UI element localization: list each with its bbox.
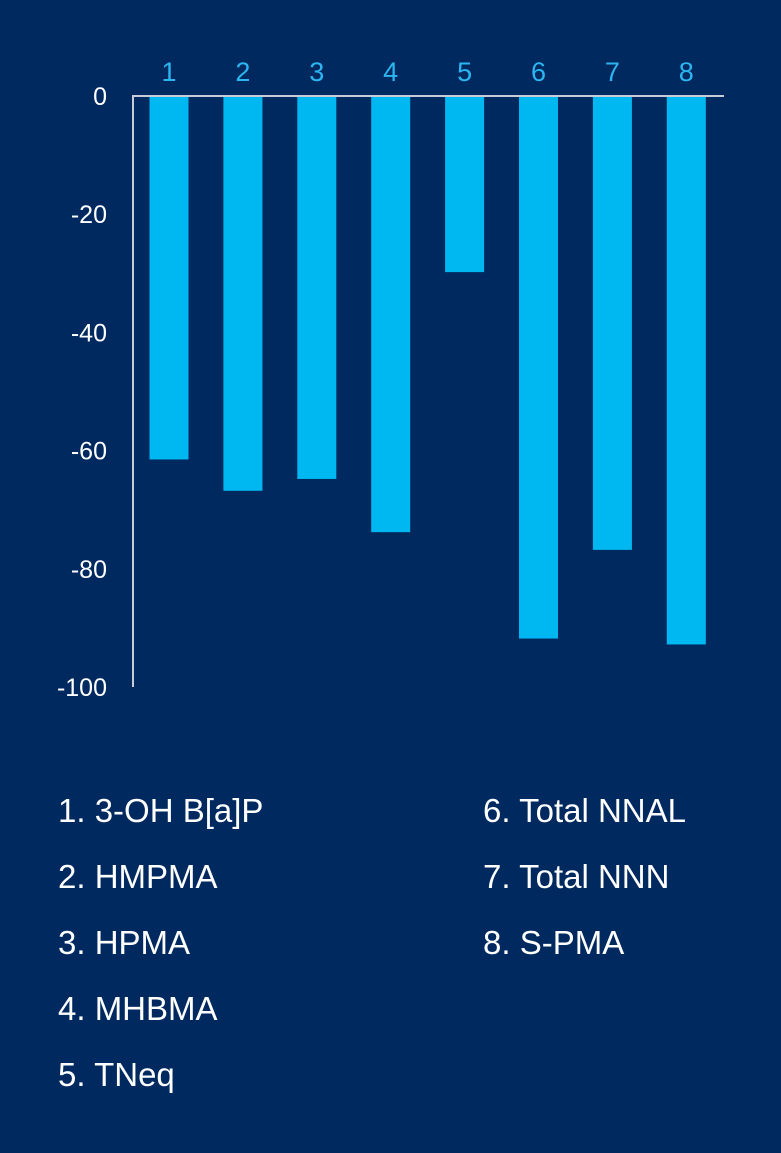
category-label-7: 7 xyxy=(605,57,620,87)
y-tick-label: -40 xyxy=(71,319,107,347)
bar-4 xyxy=(371,96,411,533)
legend-column-2: 6. Total NNAL 7. Total NNN 8. S-PMA xyxy=(483,794,686,992)
category-label-5: 5 xyxy=(457,57,472,87)
y-tick-label: 0 xyxy=(93,83,107,111)
bar-6 xyxy=(519,96,558,639)
category-label-1: 1 xyxy=(161,57,176,87)
category-label-2: 2 xyxy=(235,57,250,87)
legend-item-8: 8. S-PMA xyxy=(483,924,625,961)
legend-item-5: 5. TNeq xyxy=(58,1056,175,1093)
y-tick-label: -80 xyxy=(71,556,107,584)
category-label-6: 6 xyxy=(531,57,546,87)
legend-item-1: 1. 3-OH B[a]P xyxy=(58,792,264,829)
legend-item-2: 2. HMPMA xyxy=(58,858,218,895)
bar-1 xyxy=(149,96,189,460)
legend-item-3: 3. HPMA xyxy=(58,924,191,961)
y-tick-label: -60 xyxy=(71,438,107,466)
y-tick-label: -20 xyxy=(71,201,107,229)
category-label-4: 4 xyxy=(383,57,398,87)
bar-5 xyxy=(445,96,485,273)
bar-8 xyxy=(666,96,706,645)
legend-item-6: 6. Total NNAL xyxy=(483,792,686,829)
legend-item-4: 4. MHBMA xyxy=(58,990,218,1027)
y-tick-label: -100 xyxy=(57,674,107,702)
category-label-3: 3 xyxy=(309,57,324,87)
legend-column-1: 1. 3-OH B[a]P 2. HMPMA 3. HPMA 4. MHBMA … xyxy=(58,794,263,1124)
bar-7 xyxy=(592,96,632,550)
bar-2 xyxy=(223,96,263,491)
legend-item-7: 7. Total NNN xyxy=(483,858,670,895)
bar-3 xyxy=(297,96,337,479)
category-label-8: 8 xyxy=(679,57,694,87)
